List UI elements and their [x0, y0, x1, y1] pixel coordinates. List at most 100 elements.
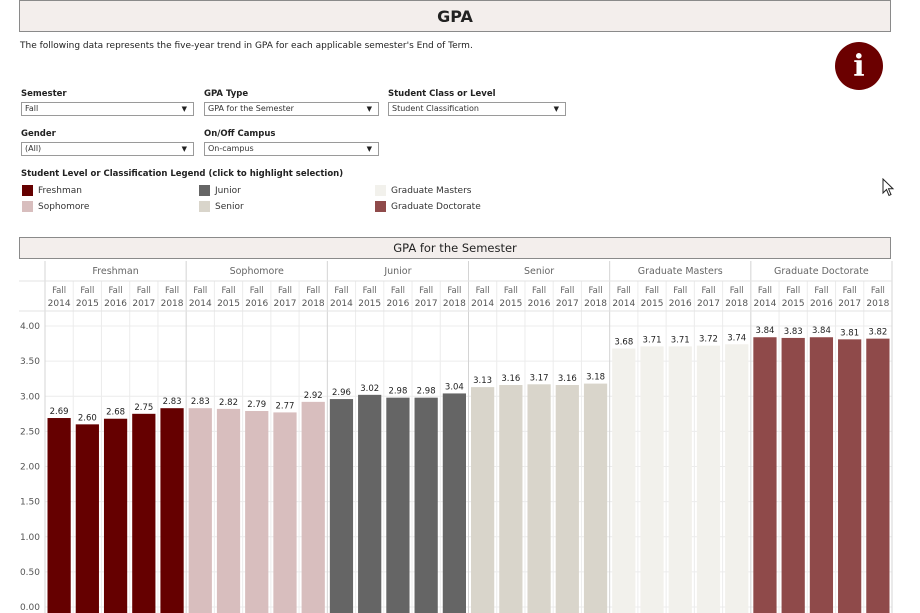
data-label: 3.71	[671, 335, 690, 345]
group-header-label: Sophomore	[230, 266, 284, 277]
data-label: 2.98	[417, 387, 436, 397]
x-tick-label-term: Fall	[165, 286, 179, 296]
student-class-dropdown[interactable]: Student Classification ▼	[388, 102, 566, 116]
x-tick-label-year: 2014	[48, 299, 71, 309]
data-label: 2.92	[304, 391, 323, 401]
data-label: 3.74	[727, 333, 746, 343]
bar	[471, 387, 495, 613]
x-tick-label-year: 2016	[528, 299, 551, 309]
campus-dropdown-value: On-campus	[208, 144, 254, 153]
legend-title: Student Level or Classification Legend (…	[21, 169, 344, 179]
x-tick-label-term: Fall	[193, 286, 207, 296]
x-tick-label-year: 2018	[302, 299, 325, 309]
x-tick-label-term: Fall	[137, 286, 151, 296]
data-label: 2.77	[276, 401, 295, 411]
gender-filter-label: Gender	[21, 129, 56, 139]
legend-item-junior[interactable]: Junior	[199, 185, 241, 196]
x-tick-label-year: 2018	[161, 299, 184, 309]
x-tick-label-term: Fall	[391, 286, 405, 296]
x-tick-label-term: Fall	[221, 286, 235, 296]
bar	[386, 397, 410, 613]
legend-item-sophomore[interactable]: Sophomore	[22, 201, 89, 212]
x-tick-label-term: Fall	[532, 286, 546, 296]
x-tick-label-term: Fall	[560, 286, 574, 296]
bar	[640, 346, 664, 613]
x-tick-label-term: Fall	[52, 286, 66, 296]
legend-swatch	[375, 201, 386, 212]
bar	[527, 384, 551, 613]
data-label: 2.83	[191, 397, 210, 407]
bar	[866, 338, 890, 613]
bar	[612, 348, 636, 613]
campus-dropdown[interactable]: On-campus ▼	[204, 142, 379, 156]
mouse-pointer-icon	[882, 178, 895, 197]
bar	[781, 337, 805, 613]
gender-dropdown-value: (All)	[25, 144, 42, 153]
campus-filter: On/Off Campus On-campus ▼	[204, 129, 379, 156]
bar	[809, 337, 834, 613]
bar	[188, 408, 212, 613]
x-tick-label-term: Fall	[645, 286, 659, 296]
legend-item-graduate-masters[interactable]: Graduate Masters	[375, 185, 471, 196]
bar	[103, 418, 128, 613]
data-label: 3.17	[530, 373, 549, 383]
y-tick-label: 2.50	[20, 427, 40, 437]
x-tick-label-year: 2018	[443, 299, 466, 309]
x-tick-label-year: 2017	[132, 299, 155, 309]
bar	[47, 418, 71, 613]
student-class-filter-label: Student Class or Level	[388, 89, 496, 99]
x-tick-label-term: Fall	[589, 286, 603, 296]
data-label: 3.16	[558, 374, 577, 384]
legend-swatch	[22, 201, 33, 212]
y-tick-label: 0.50	[20, 568, 40, 578]
x-tick-label-year: 2015	[782, 299, 805, 309]
x-tick-label-term: Fall	[617, 286, 631, 296]
bar	[555, 385, 579, 613]
data-label: 2.82	[219, 398, 238, 408]
data-label: 2.60	[78, 413, 97, 423]
x-tick-label-year: 2018	[584, 299, 607, 309]
legend-item-senior[interactable]: Senior	[199, 201, 244, 212]
x-tick-label-year: 2018	[725, 299, 748, 309]
student-class-filter: Student Class or Level Student Classific…	[388, 89, 566, 116]
group-header-label: Freshman	[92, 266, 138, 277]
x-tick-label-term: Fall	[109, 286, 123, 296]
x-tick-label-term: Fall	[730, 286, 744, 296]
dropdown-arrow-icon: ▼	[553, 105, 559, 113]
group-header-label: Junior	[383, 266, 411, 277]
legend-label: Graduate Masters	[391, 185, 472, 196]
x-tick-label-term: Fall	[701, 286, 715, 296]
x-tick-label-term: Fall	[758, 286, 772, 296]
x-tick-label-term: Fall	[673, 286, 687, 296]
bar	[75, 424, 99, 613]
data-label: 3.16	[501, 374, 520, 384]
data-label: 3.72	[699, 335, 718, 345]
bar	[442, 393, 466, 613]
dropdown-arrow-icon: ▼	[366, 145, 372, 153]
legend-label: Sophomore	[38, 201, 90, 212]
x-tick-label-year: 2017	[838, 299, 861, 309]
bar	[301, 401, 325, 613]
info-button[interactable]: i	[835, 42, 883, 90]
x-tick-label-term: Fall	[814, 286, 828, 296]
bar	[696, 345, 721, 613]
gender-filter: Gender (All) ▼	[21, 129, 194, 156]
legend-item-graduate-doctorate[interactable]: Graduate Doctorate	[375, 201, 481, 212]
page-title: GPA	[19, 0, 891, 32]
gender-dropdown[interactable]: (All) ▼	[21, 142, 194, 156]
legend-label: Graduate Doctorate	[391, 201, 481, 212]
x-tick-label-year: 2015	[217, 299, 240, 309]
campus-filter-label: On/Off Campus	[204, 129, 276, 139]
data-label: 2.83	[163, 397, 182, 407]
data-label: 3.04	[445, 382, 464, 392]
legend-item-freshman[interactable]: Freshman	[22, 185, 82, 196]
data-label: 2.96	[332, 388, 351, 398]
group-header-label: Graduate Masters	[638, 266, 723, 277]
x-tick-label-year: 2015	[76, 299, 99, 309]
gpa-type-dropdown[interactable]: GPA for the Semester ▼	[204, 102, 379, 116]
data-label: 2.68	[106, 408, 125, 418]
x-tick-label-term: Fall	[871, 286, 885, 296]
x-tick-label-year: 2014	[612, 299, 635, 309]
semester-dropdown[interactable]: Fall ▼	[21, 102, 194, 116]
data-label: 3.84	[812, 326, 831, 336]
